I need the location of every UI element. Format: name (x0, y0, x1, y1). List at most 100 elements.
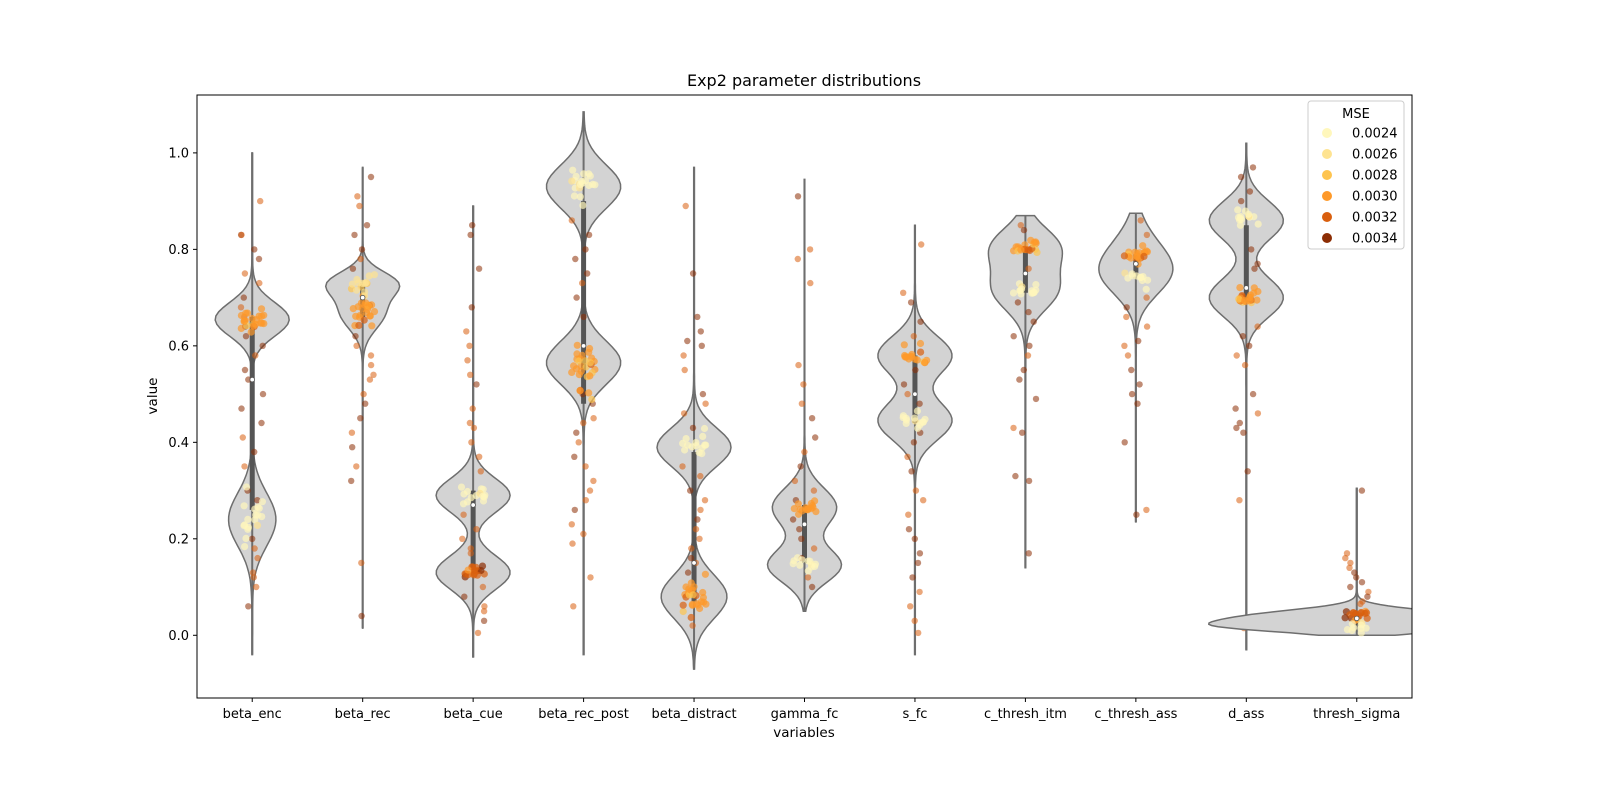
data-point (580, 530, 587, 538)
data-point (795, 510, 803, 518)
data-point (794, 500, 802, 508)
data-point (358, 559, 365, 567)
data-point (1254, 323, 1261, 330)
data-point (355, 321, 363, 329)
legend-frame (1307, 100, 1405, 250)
data-point (470, 424, 478, 432)
data-point (1030, 238, 1038, 246)
data-point (570, 192, 579, 200)
data-point (360, 316, 368, 324)
data-point (245, 376, 252, 383)
data-point (1121, 342, 1128, 349)
data-point (697, 506, 704, 514)
data-point (367, 361, 375, 369)
data-point (1025, 265, 1032, 272)
data-point (699, 432, 707, 440)
data-point (1347, 559, 1354, 567)
data-point (351, 231, 358, 239)
data-point (915, 629, 922, 637)
data-point (588, 395, 596, 404)
data-point (1246, 342, 1253, 349)
data-point (573, 341, 581, 349)
data-point (791, 477, 799, 485)
data-point (687, 579, 695, 587)
data-point (1342, 554, 1349, 562)
data-point (478, 562, 487, 570)
x-tick-label: beta_rec_post (538, 707, 629, 722)
data-point (237, 324, 245, 332)
data-point (241, 366, 249, 374)
data-point (789, 560, 797, 568)
x-tick-label: c_thresh_itm (984, 707, 1067, 722)
data-point (238, 231, 245, 239)
data-point (689, 591, 697, 599)
data-point (1233, 424, 1240, 432)
data-point (586, 344, 594, 353)
data-point (1364, 593, 1371, 600)
data-point (1014, 299, 1022, 306)
data-point (701, 441, 709, 449)
data-point (585, 389, 593, 397)
violin-median (470, 502, 476, 508)
x-tick-label: thresh_sigma (1313, 707, 1400, 722)
data-point (1134, 400, 1141, 407)
data-point (580, 170, 588, 178)
data-point (1236, 497, 1243, 504)
x-tick-label: beta_enc (223, 707, 282, 722)
x-tick-label: d_ass (1228, 707, 1264, 722)
data-point (589, 180, 597, 188)
data-point (480, 608, 488, 615)
data-point (457, 483, 466, 491)
data-point (701, 497, 709, 504)
data-point (349, 444, 356, 451)
x-tick-label: beta_cue (444, 707, 503, 722)
data-point (576, 193, 584, 201)
data-point (259, 342, 266, 349)
data-point (1016, 287, 1024, 295)
data-point (473, 381, 480, 388)
data-point (568, 177, 576, 185)
data-point (1143, 231, 1151, 239)
data-point (917, 348, 925, 356)
data-point (680, 410, 688, 417)
data-point (579, 201, 587, 209)
data-point (1235, 295, 1243, 303)
data-point (1246, 188, 1254, 195)
data-point (1244, 210, 1253, 218)
data-point (1251, 265, 1258, 272)
data-point (692, 439, 700, 447)
data-point (244, 515, 252, 524)
data-point (697, 472, 704, 480)
data-point (1030, 318, 1037, 325)
data-point (363, 222, 371, 229)
data-point (810, 487, 818, 494)
data-point (1348, 620, 1356, 628)
data-point (916, 339, 925, 348)
data-point (480, 617, 488, 624)
data-point (1241, 361, 1249, 369)
data-point (1017, 246, 1025, 254)
data-point (789, 516, 797, 523)
data-point (687, 554, 695, 562)
data-point (241, 270, 249, 277)
data-point (800, 381, 807, 388)
violin-median (1243, 285, 1250, 291)
data-point (1024, 352, 1032, 359)
x-tick-label: beta_distract (651, 707, 736, 722)
data-point (362, 309, 371, 317)
legend-marker (1322, 149, 1332, 159)
data-point (905, 511, 912, 518)
data-point (586, 172, 594, 180)
data-point (251, 545, 258, 552)
data-point (798, 400, 806, 407)
data-point (913, 407, 922, 415)
data-point (1016, 376, 1023, 383)
data-point (689, 270, 697, 277)
data-point (354, 193, 361, 200)
data-point (353, 342, 360, 349)
data-point (1237, 216, 1245, 224)
data-point (252, 352, 259, 359)
legend-label: 0.0026 (1352, 148, 1398, 163)
data-point (568, 217, 575, 224)
data-point (684, 569, 692, 576)
